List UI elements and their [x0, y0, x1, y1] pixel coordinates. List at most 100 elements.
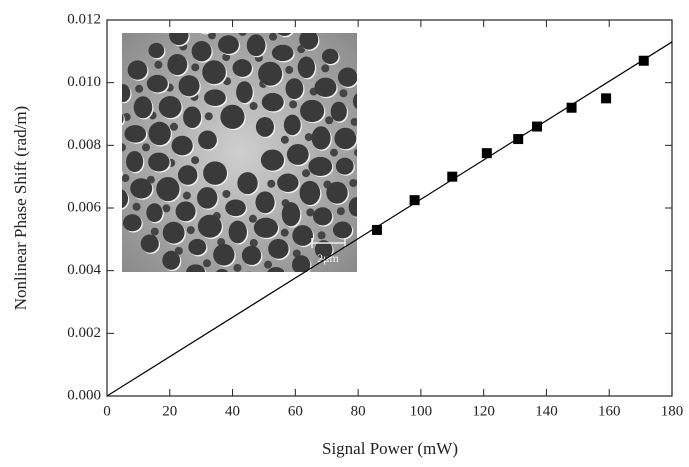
hole	[146, 203, 162, 222]
hole	[298, 57, 315, 79]
small-hole	[191, 63, 199, 71]
y-tick-label: 0.002	[67, 325, 101, 341]
data-point	[601, 93, 611, 103]
small-hole	[170, 123, 178, 131]
hole	[214, 269, 231, 289]
x-tick-label: 100	[410, 403, 433, 419]
small-hole	[142, 143, 150, 151]
small-hole	[269, 33, 277, 41]
hole	[334, 128, 356, 149]
hole	[188, 239, 206, 255]
hole	[186, 264, 205, 280]
small-hole	[208, 31, 216, 39]
hole	[229, 221, 247, 244]
small-hole	[337, 207, 345, 215]
hole-rim	[215, 270, 232, 290]
small-hole	[354, 149, 362, 157]
x-tick-label: 140	[535, 403, 558, 419]
small-hole	[133, 203, 141, 211]
small-hole	[330, 149, 338, 157]
data-point	[482, 148, 492, 158]
hole	[102, 165, 121, 180]
hole-rim	[223, 12, 242, 31]
hole	[242, 246, 261, 265]
hole	[256, 117, 274, 137]
hole	[147, 75, 168, 93]
hole	[197, 187, 217, 209]
hole	[159, 96, 182, 118]
hole	[198, 131, 217, 150]
small-hole	[203, 259, 211, 267]
small-hole	[339, 89, 347, 97]
x-tick-label: 60	[288, 403, 303, 419]
hole	[268, 239, 289, 259]
hole	[203, 161, 227, 185]
hole	[349, 197, 365, 217]
hole	[261, 149, 284, 170]
hole	[338, 68, 358, 87]
small-hole	[285, 66, 293, 74]
small-hole	[239, 28, 247, 36]
hole	[123, 214, 142, 231]
x-tick-label: 180	[661, 403, 684, 419]
x-tick-label: 0	[103, 403, 111, 419]
x-axis-label: Signal Power (mW)	[322, 439, 458, 458]
hole	[255, 191, 274, 213]
hole	[314, 78, 336, 97]
y-tick-label: 0.012	[67, 11, 101, 27]
x-tick-label: 40	[225, 403, 240, 419]
hole	[292, 225, 313, 246]
hole	[239, 272, 259, 288]
hole	[111, 189, 128, 209]
data-point	[447, 172, 457, 182]
small-hole	[289, 100, 297, 108]
small-hole	[187, 226, 195, 234]
page: 2μm Signal Power (mW) Nonlinear Phase Sh…	[0, 0, 689, 467]
hole	[299, 30, 318, 50]
hole-rim	[358, 175, 378, 190]
hole	[262, 93, 284, 112]
x-tick-label: 80	[351, 403, 366, 419]
hole	[162, 251, 180, 270]
data-point	[372, 225, 382, 235]
inset-image	[102, 11, 379, 290]
y-tick-label: 0.006	[67, 199, 101, 215]
y-tick-label: 0.004	[67, 262, 101, 278]
hole	[322, 49, 338, 64]
y-tick-label: 0.010	[67, 74, 101, 90]
hole	[292, 255, 310, 274]
hole	[308, 157, 332, 176]
hole	[126, 151, 143, 172]
hole	[179, 75, 200, 96]
hole	[258, 62, 282, 86]
hole	[178, 165, 198, 185]
hole	[148, 43, 164, 58]
hole	[156, 177, 179, 201]
hole	[285, 78, 303, 99]
x-tick-label: 160	[598, 403, 621, 419]
small-hole	[281, 229, 289, 237]
small-hole	[302, 169, 310, 177]
hole	[128, 60, 148, 79]
small-hole	[321, 64, 329, 72]
small-hole	[118, 143, 126, 151]
x-tick-label: 120	[472, 403, 495, 419]
chart: 2μm Signal Power (mW) Nonlinear Phase Sh…	[0, 0, 689, 462]
hole	[336, 158, 354, 175]
hole	[176, 201, 196, 221]
hole	[284, 115, 301, 136]
hole	[220, 105, 244, 129]
hole	[116, 84, 130, 102]
hole	[236, 81, 253, 103]
hole	[204, 89, 226, 106]
small-hole	[250, 102, 258, 110]
hole	[358, 119, 378, 137]
hole	[183, 106, 201, 128]
hole	[192, 41, 212, 61]
hole-rim	[105, 111, 125, 128]
hole	[356, 174, 376, 189]
hole-rim	[241, 273, 261, 289]
hole-rim	[359, 120, 379, 138]
hole	[249, 12, 267, 31]
small-hole	[325, 116, 333, 124]
